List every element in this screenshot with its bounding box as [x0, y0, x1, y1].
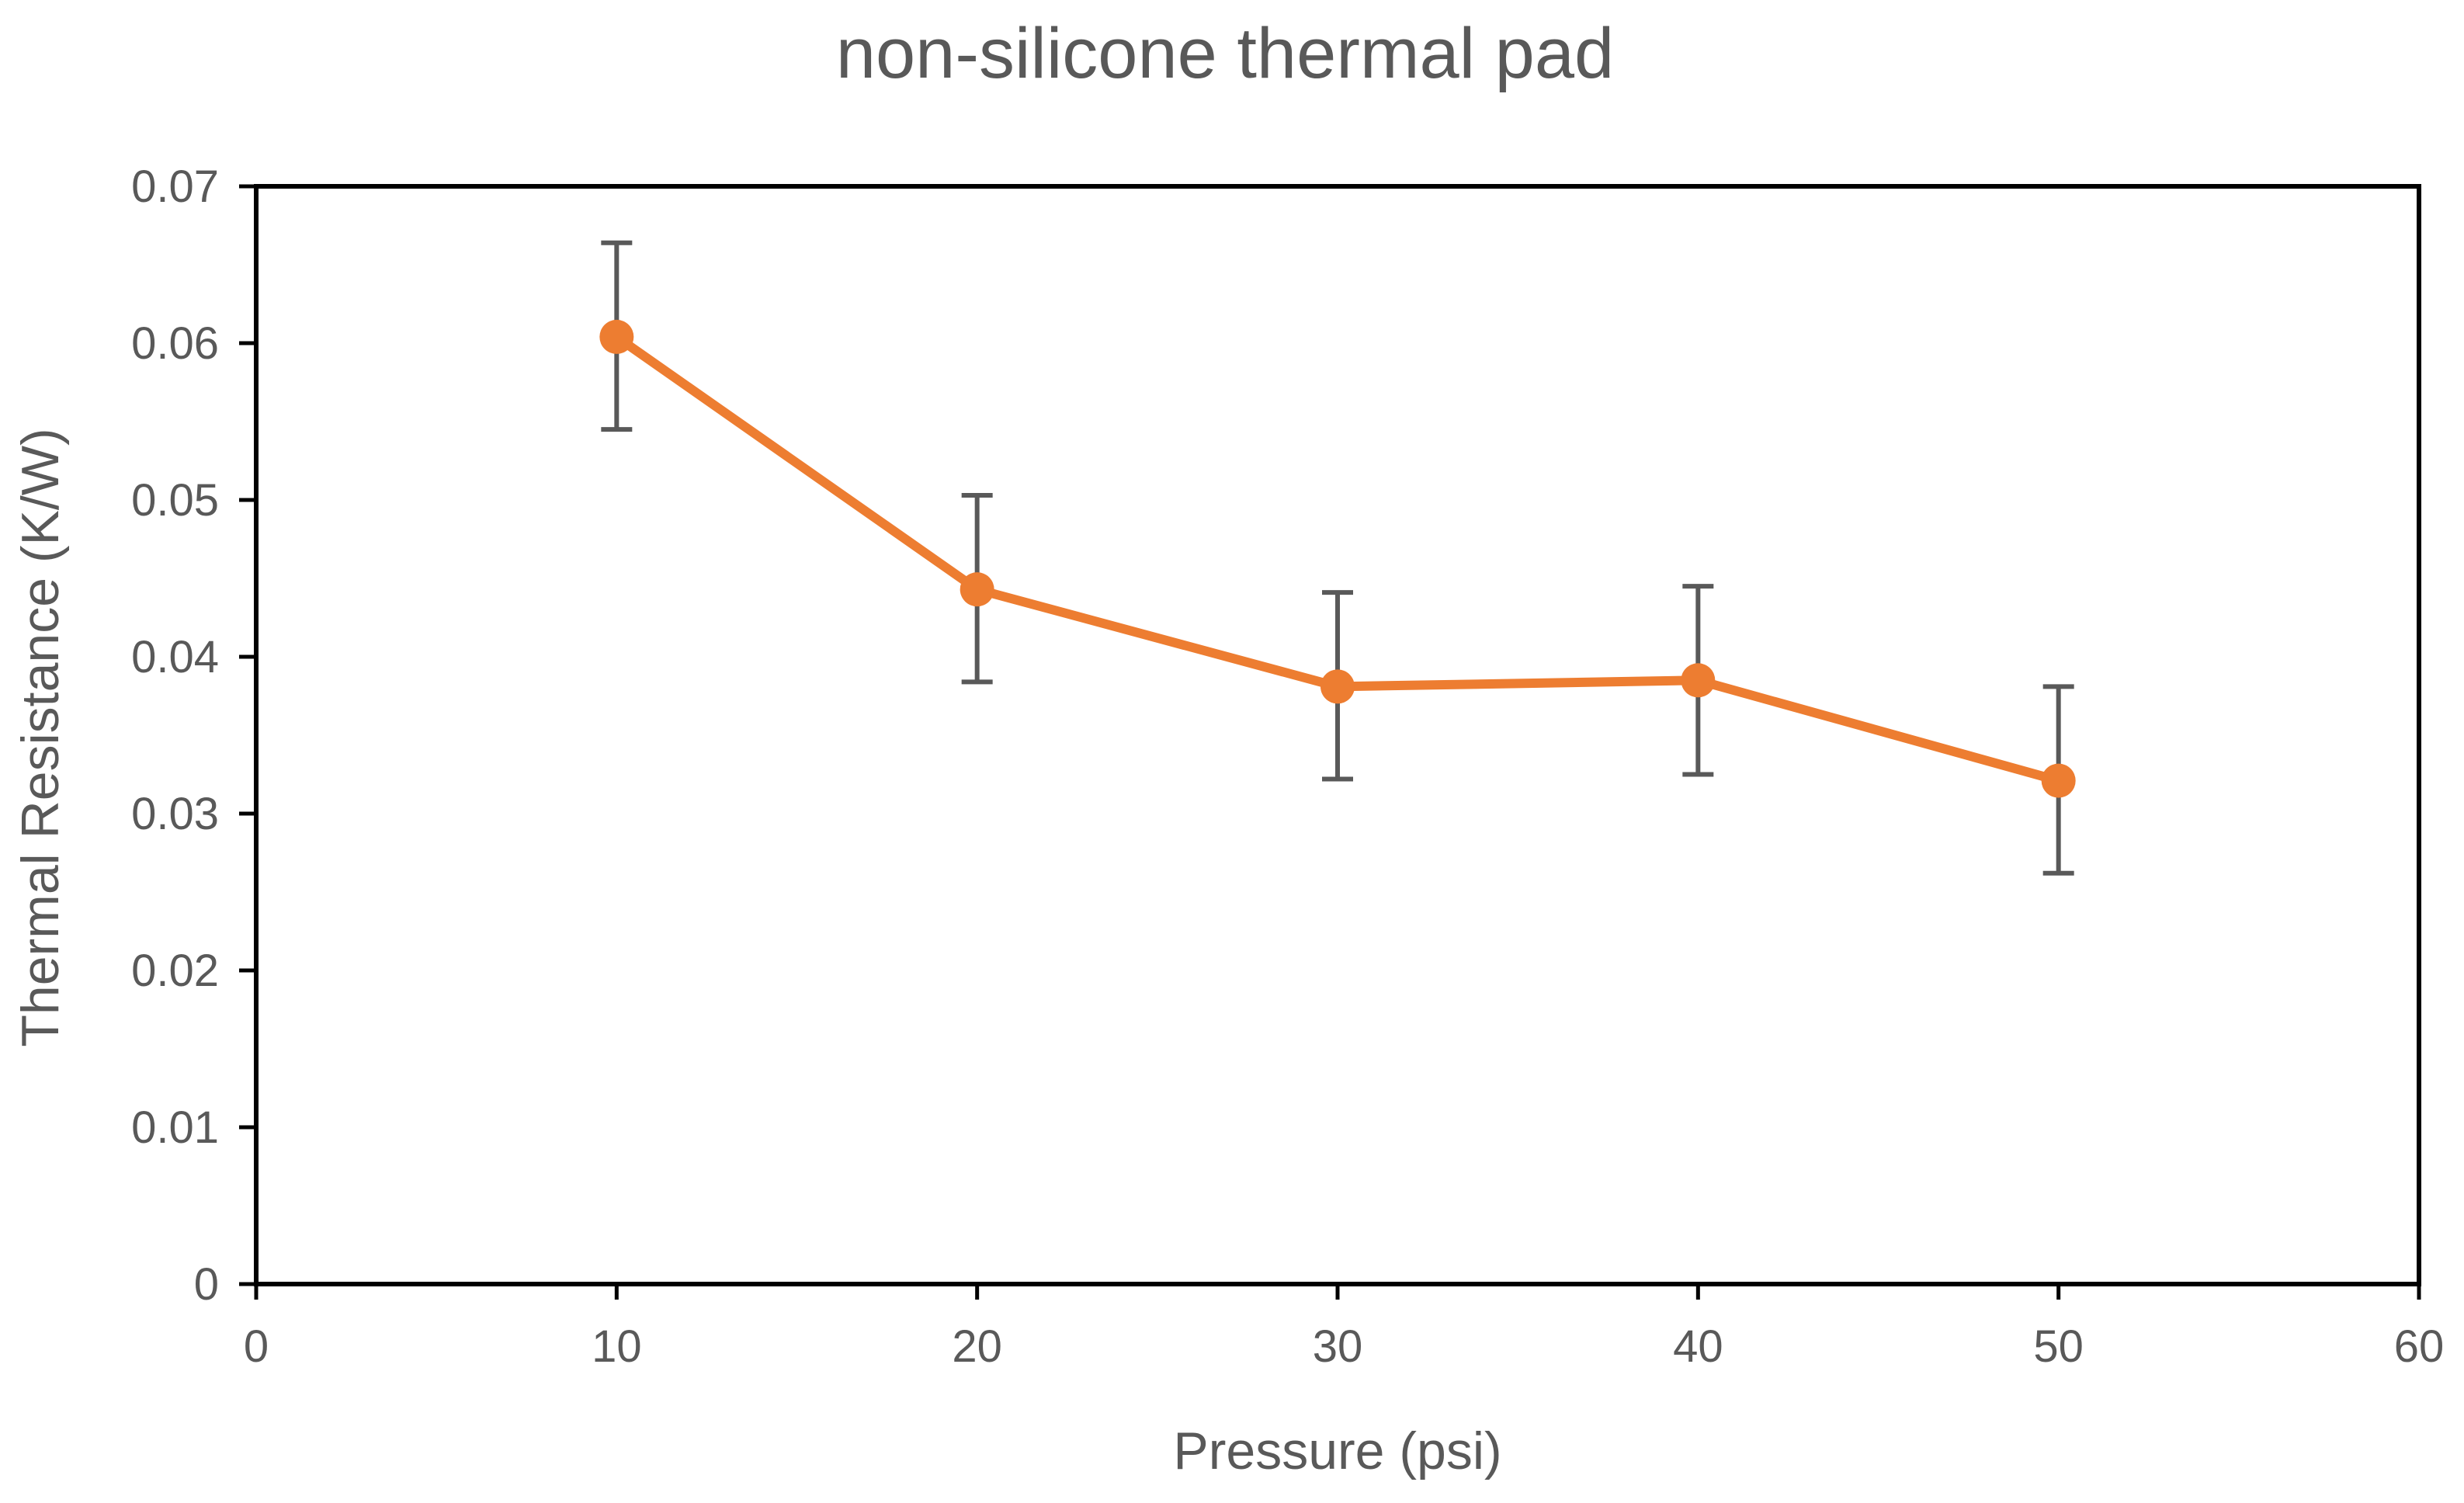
y-tick-label: 0.02 — [131, 946, 219, 996]
data-point — [599, 319, 634, 354]
x-tick-label: 40 — [1673, 1321, 1723, 1372]
y-tick-label: 0.07 — [131, 161, 219, 212]
x-tick-label: 50 — [2033, 1321, 2084, 1372]
y-axis-title: Thermal Resistance (K/W) — [11, 428, 70, 1047]
x-tick-label: 60 — [2394, 1321, 2445, 1372]
data-point — [1320, 669, 1355, 704]
x-tick-label: 20 — [952, 1321, 1002, 1372]
y-tick-labels: 0 0.01 0.02 0.03 0.04 0.05 0.06 0.07 — [131, 161, 219, 1310]
x-axis-title: Pressure (psi) — [1173, 1421, 1501, 1480]
y-tick-label: 0.06 — [131, 318, 219, 369]
x-tick-label: 30 — [1313, 1321, 1363, 1372]
y-tick-label: 0 — [194, 1259, 219, 1310]
data-point — [960, 572, 994, 607]
x-tick-labels: 0 10 20 30 40 50 60 — [244, 1321, 2444, 1372]
y-tick-label: 0.03 — [131, 789, 219, 839]
x-ticks — [254, 1284, 2421, 1300]
y-ticks — [239, 184, 256, 1286]
data-point — [2041, 763, 2076, 798]
y-tick-label: 0.01 — [131, 1102, 219, 1153]
data-point — [1681, 663, 1716, 698]
series-points — [599, 319, 2076, 798]
y-tick-label: 0.05 — [131, 475, 219, 526]
x-tick-label: 10 — [592, 1321, 642, 1372]
y-tick-label: 0.04 — [131, 632, 219, 682]
x-tick-label: 0 — [244, 1321, 269, 1372]
error-bars — [601, 240, 2074, 876]
chart-title: non-silicone thermal pad — [836, 14, 1614, 93]
